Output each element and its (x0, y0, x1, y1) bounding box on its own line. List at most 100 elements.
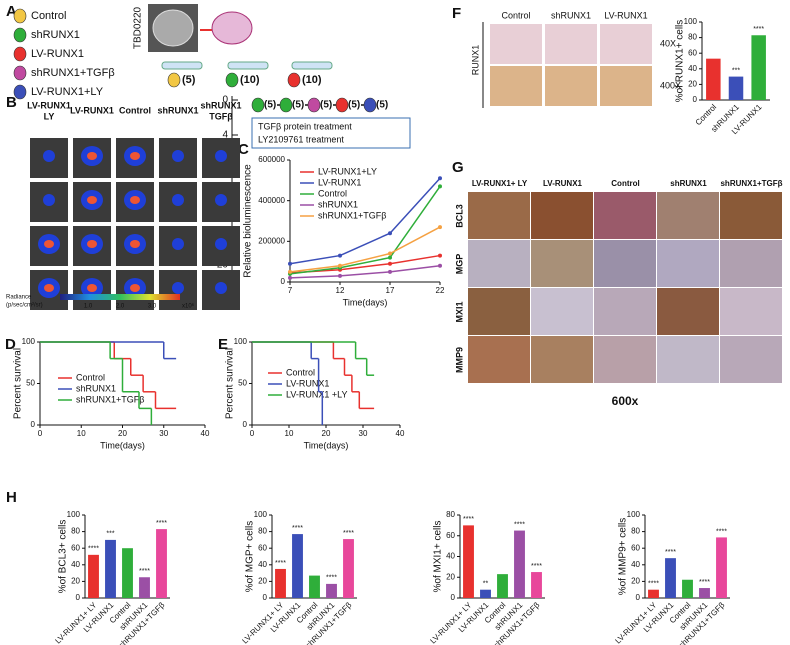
bli-signal (215, 194, 227, 206)
significance: **** (275, 560, 286, 567)
legend-label: LV-RUNX1+LY (318, 166, 377, 176)
bar (309, 575, 320, 598)
y-axis-label: Relative bioluminescence (243, 164, 254, 278)
bli-hot (44, 284, 54, 292)
bar (706, 58, 721, 100)
timeline-day: 4 (222, 130, 228, 141)
bar (343, 539, 354, 598)
y-tick-label: 600000 (258, 155, 285, 164)
bli-signal (215, 150, 227, 162)
y-tick-label: 40 (688, 64, 697, 73)
tumor-id: TBD0220 (133, 6, 144, 49)
treatment: TGFβ protein treatment (258, 121, 352, 131)
mouse-icon (13, 8, 27, 24)
x-tick-label: 7 (288, 286, 293, 295)
y-tick-label: 100 (67, 510, 81, 519)
group-size: (5) (182, 74, 196, 86)
y-tick-label: 60 (688, 48, 697, 57)
ihc-image (545, 24, 597, 64)
column-header: Control (611, 179, 639, 188)
magnification: 600x (612, 394, 639, 408)
row-label: MMP9 (454, 347, 464, 373)
y-tick-label: 400000 (258, 196, 285, 205)
x-axis-label: Time(days) (304, 440, 349, 450)
point (388, 261, 392, 266)
mouse-icon (287, 72, 301, 88)
series-line (289, 254, 441, 274)
y-tick-label: 100 (254, 510, 268, 519)
panel-label: A (6, 3, 17, 20)
y-axis-label: %of MGP+ cells (245, 521, 256, 592)
point (438, 184, 442, 189)
legend-label: LV-RUNX1 +LY (286, 389, 347, 399)
treatment-box (251, 117, 411, 149)
x-tick-label: 20 (118, 429, 127, 438)
colorbar-tick: 3.0 (148, 304, 157, 310)
y-tick-label: 0 (636, 593, 641, 602)
point (438, 176, 442, 181)
significance: *** (732, 67, 740, 74)
y-tick-label: 60 (631, 543, 640, 552)
y-tick-label: 0 (76, 593, 81, 602)
column-header: Control (501, 10, 530, 20)
ihc-image (468, 288, 530, 335)
ihc-image (600, 66, 652, 106)
y-tick-label: 0 (243, 420, 248, 429)
y-tick-label: 20 (71, 577, 80, 586)
x-tick-label: 22 (436, 286, 445, 295)
ihc-image (720, 192, 782, 239)
bli-hot (87, 196, 97, 204)
bar (648, 589, 659, 598)
significance: **** (156, 520, 167, 527)
column-header: LY (44, 111, 55, 121)
panel-label: D (5, 336, 16, 353)
ihc-image (657, 240, 719, 287)
mouse-icon (363, 97, 377, 113)
colorbar-tick: 1.0 (84, 304, 93, 310)
point (338, 273, 342, 278)
dish (161, 61, 203, 70)
bar (463, 525, 474, 598)
y-tick-label: 50 (26, 379, 35, 388)
legend-label: LV-RUNX1 (286, 378, 329, 388)
x-tick-label: 20 (322, 429, 331, 438)
mouse-icon (167, 72, 181, 88)
significance: **** (326, 575, 337, 582)
x-tick-label: 40 (396, 429, 405, 438)
colorbar-unit: x10⁶ (182, 303, 195, 310)
y-axis-label: %of MXI1+ cells (433, 521, 444, 593)
mouse-icon (335, 97, 349, 113)
legend-label: LV-RUNX1 (318, 177, 361, 187)
significance: **** (514, 521, 525, 528)
significance: **** (343, 530, 354, 537)
group-name: shRUNX1 (31, 29, 80, 41)
bli-signal (43, 150, 55, 162)
ihc-image (594, 240, 656, 287)
bar (514, 530, 525, 598)
group-size: (5) (320, 100, 332, 111)
legend-label: shRUNX1+TGFβ (76, 394, 144, 404)
mouse (211, 11, 253, 45)
point (388, 251, 392, 256)
ihc-image (600, 24, 652, 64)
y-tick-label: 40 (71, 560, 80, 569)
bar (497, 574, 508, 598)
ihc-image (720, 240, 782, 287)
significance: **** (292, 525, 303, 532)
point (338, 263, 342, 268)
point (438, 263, 442, 268)
significance: *** (106, 531, 114, 538)
x-tick-label: 12 (336, 286, 345, 295)
significance: **** (665, 549, 676, 556)
x-tick-label: 10 (285, 429, 294, 438)
group-name: LV-RUNX1+LY (31, 86, 104, 98)
y-tick-label: 60 (446, 531, 455, 540)
y-tick-label: 100 (234, 337, 248, 346)
colorbar-label: (p/sec/cm²/sr) (6, 303, 43, 309)
mouse-icon (13, 27, 27, 43)
y-tick-label: 80 (688, 33, 697, 42)
point (288, 269, 292, 274)
column-header: TGFβ (209, 111, 233, 121)
bar (105, 539, 116, 598)
y-tick-label: 40 (258, 560, 267, 569)
